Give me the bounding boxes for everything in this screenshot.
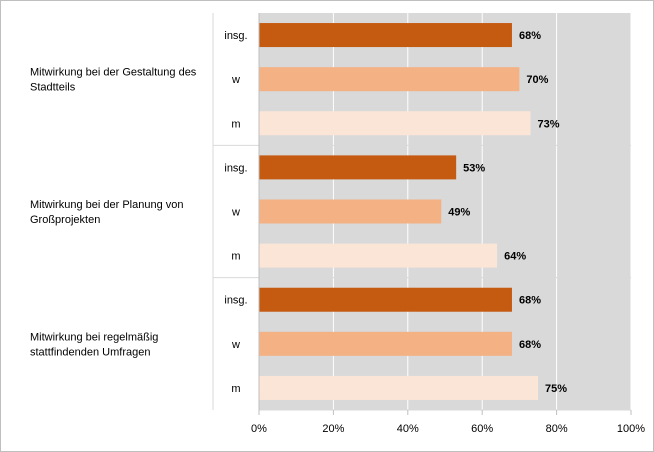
bar-category-label: m: [231, 251, 240, 263]
data-label: 68%: [519, 30, 541, 42]
bar-category-label: w: [231, 74, 240, 86]
bar: [259, 199, 442, 224]
bar: [259, 67, 520, 92]
group-label: Mitwirkung bei der Gestaltung des: [30, 67, 197, 79]
bar-category-label: m: [231, 383, 240, 395]
bar-category-label: w: [231, 339, 240, 351]
group-label: Großprojekten: [30, 214, 100, 226]
bar: [259, 243, 498, 268]
data-label: 73%: [538, 118, 560, 130]
data-label: 75%: [545, 383, 567, 395]
x-tick-label: 20%: [322, 423, 344, 435]
bar: [259, 331, 512, 356]
x-tick-label: 40%: [397, 423, 419, 435]
bar-category-label: insg.: [224, 295, 247, 307]
group-label: Stadtteils: [30, 82, 76, 94]
group-label: Mitwirkung bei der Planung von: [30, 199, 183, 211]
bar-category-label: m: [231, 118, 240, 130]
group-label: stattfindenden Umfragen: [30, 346, 150, 358]
bar: [259, 155, 457, 180]
data-label: 68%: [519, 339, 541, 351]
x-tick-label: 0%: [251, 423, 267, 435]
bar: [259, 375, 538, 400]
x-tick-label: 80%: [546, 423, 568, 435]
data-label: 53%: [463, 162, 485, 174]
bar-category-label: w: [231, 207, 240, 219]
bar: [259, 287, 512, 312]
bar-category-label: insg.: [224, 162, 247, 174]
data-label: 68%: [519, 295, 541, 307]
data-label: 49%: [448, 207, 470, 219]
bar-category-label: insg.: [224, 30, 247, 42]
data-label: 70%: [526, 74, 548, 86]
group-label: Mitwirkung bei regelmäßig: [30, 331, 158, 343]
bar: [259, 111, 531, 136]
x-tick-label: 100%: [617, 423, 645, 435]
x-tick-label: 60%: [471, 423, 493, 435]
data-label: 64%: [504, 251, 526, 263]
bar: [259, 23, 512, 48]
